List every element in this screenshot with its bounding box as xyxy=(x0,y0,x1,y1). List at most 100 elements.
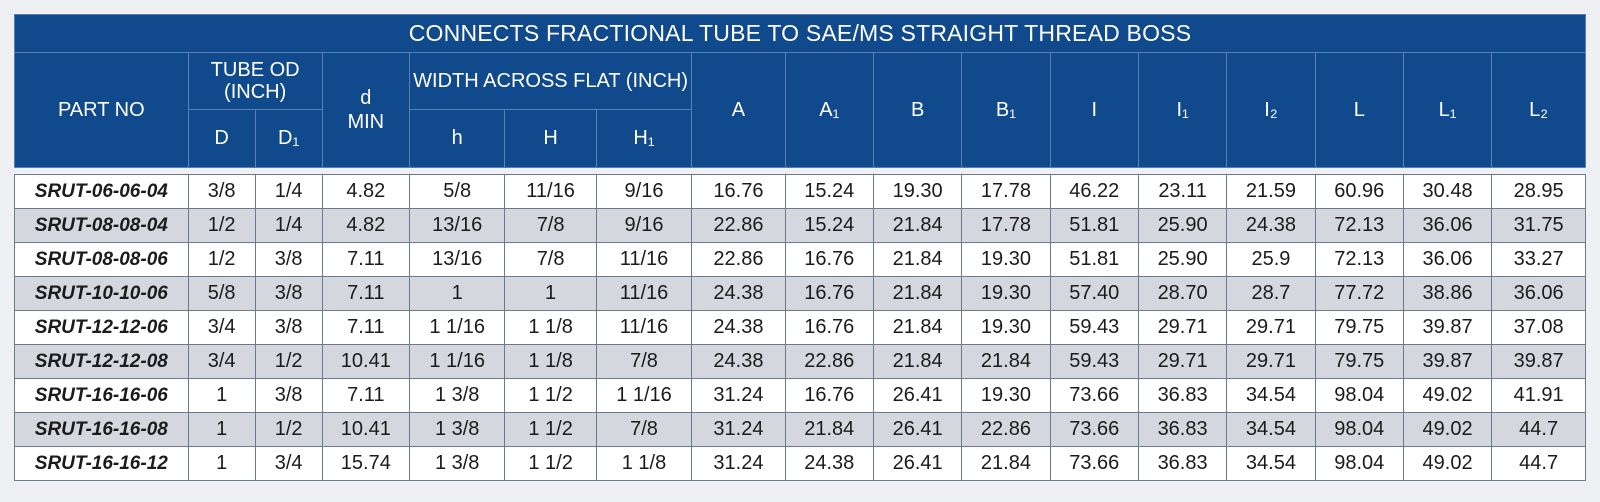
table-row: SRUT-16-16-12 1 3/4 15.74 1 3/8 1 1/2 1 1/8 31.… xyxy=(14,446,1586,481)
table-cell: 44.7 xyxy=(1491,412,1586,447)
table-row: SRUT-16-16-08 1 1/2 10.41 1 3/8 1 1/2 7/8 31.24… xyxy=(14,412,1586,447)
table-cell: 59.43 xyxy=(1049,344,1139,379)
table-cell: 34.54 xyxy=(1226,378,1316,413)
header-h: h xyxy=(408,109,506,168)
table-cell: 28.95 xyxy=(1491,174,1586,209)
header-I1: I₁ xyxy=(1137,52,1228,168)
table-cell: 3/4 xyxy=(187,344,256,379)
table-cell: 1 xyxy=(504,276,597,311)
table-cell: 19.30 xyxy=(961,242,1051,277)
table-cell: 16.76 xyxy=(784,242,874,277)
table-cell: 49.02 xyxy=(1402,446,1493,481)
header-H1: H₁ xyxy=(595,109,693,168)
table-cell: 72.13 xyxy=(1314,208,1404,243)
table-cell: 3/8 xyxy=(187,174,256,209)
table-cell: 11/16 xyxy=(504,174,597,209)
table-cell: 1 1/8 xyxy=(504,344,597,379)
table-cell: 1 xyxy=(187,412,256,447)
table-cell: 19.30 xyxy=(961,276,1051,311)
table-cell: 36.06 xyxy=(1402,208,1493,243)
table-cell: 29.71 xyxy=(1137,310,1228,345)
part-number-cell: SRUT-10-10-06 xyxy=(14,276,189,311)
table-cell: 22.86 xyxy=(691,242,786,277)
table-cell: 7/8 xyxy=(595,412,693,447)
part-number-cell: SRUT-08-08-04 xyxy=(14,208,189,243)
table-title: CONNECTS FRACTIONAL TUBE TO SAE/MS STRAI… xyxy=(14,14,1586,53)
table-cell: 22.86 xyxy=(691,208,786,243)
table-cell: 16.76 xyxy=(784,378,874,413)
header-B1: B₁ xyxy=(961,52,1051,168)
table-cell: 21.59 xyxy=(1226,174,1316,209)
part-number-cell: SRUT-16-16-08 xyxy=(14,412,189,447)
table-cell: 24.38 xyxy=(1226,208,1316,243)
table-row: SRUT-16-16-06 1 3/8 7.11 1 3/8 1 1/2 1 1/16 31.… xyxy=(14,378,1586,413)
table-cell: 79.75 xyxy=(1314,310,1404,345)
table-cell: 4.82 xyxy=(321,174,410,209)
table-cell: 1/4 xyxy=(254,174,323,209)
table-cell: 7.11 xyxy=(321,378,410,413)
table-cell: 21.84 xyxy=(872,242,963,277)
header-I2: I₂ xyxy=(1226,52,1316,168)
table-cell: 36.83 xyxy=(1137,378,1228,413)
table-cell: 51.81 xyxy=(1049,208,1139,243)
part-number-cell: SRUT-16-16-12 xyxy=(14,446,189,481)
table-cell: 51.81 xyxy=(1049,242,1139,277)
table-cell: 1 1/16 xyxy=(595,378,693,413)
table-cell: 1/2 xyxy=(187,242,256,277)
header-B: B xyxy=(872,52,963,168)
table-cell: 3/8 xyxy=(254,242,323,277)
table-cell: 22.86 xyxy=(784,344,874,379)
table-cell: 1 1/2 xyxy=(504,412,597,447)
header-A1: A₁ xyxy=(784,52,874,168)
table-cell: 59.43 xyxy=(1049,310,1139,345)
table-cell: 21.84 xyxy=(961,446,1051,481)
table-cell: 77.72 xyxy=(1314,276,1404,311)
table-cell: 9/16 xyxy=(595,208,693,243)
table-cell: 60.96 xyxy=(1314,174,1404,209)
table-cell: 34.54 xyxy=(1226,446,1316,481)
table-cell: 26.41 xyxy=(872,378,963,413)
table-row: SRUT-12-12-08 3/4 1/2 10.41 1 1/16 1 1/8 7/8 24… xyxy=(14,344,1586,379)
table-cell: 25.9 xyxy=(1226,242,1316,277)
table-cell: 17.78 xyxy=(961,174,1051,209)
table-cell: 9/16 xyxy=(595,174,693,209)
table-cell: 25.90 xyxy=(1137,208,1228,243)
table-cell: 11/16 xyxy=(595,310,693,345)
table-cell: 1 3/8 xyxy=(408,378,506,413)
table-cell: 25.90 xyxy=(1137,242,1228,277)
table-cell: 1 xyxy=(187,446,256,481)
part-number-cell: SRUT-12-12-08 xyxy=(14,344,189,379)
table-cell: 7/8 xyxy=(504,208,597,243)
table-cell: 3/8 xyxy=(254,310,323,345)
table-cell: 1 1/16 xyxy=(408,310,506,345)
table-cell: 4.82 xyxy=(321,208,410,243)
part-number-cell: SRUT-16-16-06 xyxy=(14,378,189,413)
table-cell: 3/4 xyxy=(254,446,323,481)
header-D1: D₁ xyxy=(254,109,323,168)
table-cell: 1 xyxy=(187,378,256,413)
table-cell: 33.27 xyxy=(1491,242,1586,277)
table-cell: 21.84 xyxy=(872,344,963,379)
table-cell: 44.7 xyxy=(1491,446,1586,481)
table-cell: 3/8 xyxy=(254,378,323,413)
table-cell: 3/8 xyxy=(254,276,323,311)
header-A: A xyxy=(691,52,786,168)
header-L2: L₂ xyxy=(1491,52,1586,168)
header-tube-od: TUBE OD (INCH) xyxy=(187,52,323,110)
part-number-cell: SRUT-08-08-06 xyxy=(14,242,189,277)
header-L1: L₁ xyxy=(1402,52,1493,168)
table-cell: 1/4 xyxy=(254,208,323,243)
table-cell: 21.84 xyxy=(961,344,1051,379)
table-row: SRUT-10-10-06 5/8 3/8 7.11 1 1 11/16 24.38 16.76… xyxy=(14,276,1586,311)
table-cell: 79.75 xyxy=(1314,344,1404,379)
table-cell: 21.84 xyxy=(872,208,963,243)
table-cell: 98.04 xyxy=(1314,378,1404,413)
spec-table: CONNECTS FRACTIONAL TUBE TO SAE/MS STRAI… xyxy=(14,14,1586,481)
table-cell: 7/8 xyxy=(504,242,597,277)
table-cell: 30.48 xyxy=(1402,174,1493,209)
table-cell: 1 1/16 xyxy=(408,344,506,379)
header-d-min: d MIN xyxy=(321,52,410,168)
table-cell: 29.71 xyxy=(1226,310,1316,345)
table-row: SRUT-12-12-06 3/4 3/8 7.11 1 1/16 1 1/8 11/16 2… xyxy=(14,310,1586,345)
table-row: SRUT-06-06-04 3/8 1/4 4.82 5/8 11/16 9/16 16.76… xyxy=(14,174,1586,209)
